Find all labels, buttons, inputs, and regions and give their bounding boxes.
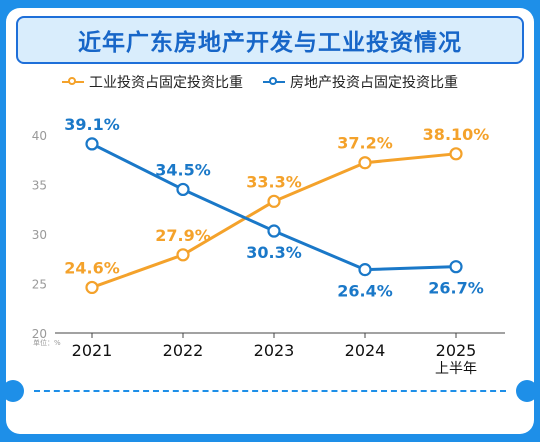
data-label: 39.1% (64, 115, 120, 134)
data-label: 34.5% (155, 160, 211, 179)
x-tick-label: 2022 (163, 341, 204, 360)
y-tick-label: 20 (32, 327, 47, 341)
data-point (267, 224, 281, 238)
data-label: 27.9% (155, 226, 211, 245)
x-tick-label: 2021 (72, 341, 113, 360)
data-point (358, 263, 372, 277)
legend: 工业投资占固定投资比重 房地产投资占固定投资比重 (62, 72, 458, 92)
unit-label: 单位：% (33, 338, 61, 347)
chart-title: 近年广东房地产开发与工业投资情况 (16, 16, 524, 64)
data-label: 38.10% (423, 125, 490, 144)
x-tick-label: 2023 (254, 341, 295, 360)
data-point (449, 147, 463, 161)
data-label: 26.7% (428, 279, 484, 298)
data-point (85, 137, 99, 151)
x-tick-label: 2024 (345, 341, 386, 360)
y-tick-label: 40 (32, 129, 47, 143)
data-point (85, 280, 99, 295)
y-tick-label: 30 (32, 228, 47, 242)
data-label: 30.3% (246, 243, 302, 262)
data-label: 24.6% (64, 258, 120, 277)
data-point (267, 194, 281, 208)
x-tick-sublabel: 上半年 (435, 361, 477, 377)
data-label: 26.4% (337, 282, 393, 301)
dashed-divider (34, 390, 506, 392)
x-tick-label: 2025 (436, 341, 477, 360)
ticket-notch-left (2, 380, 24, 402)
data-label: 37.2% (337, 134, 393, 153)
ticket-notch-right (516, 380, 538, 402)
legend-label-industrial: 工业投资占固定投资比重 (89, 75, 243, 91)
legend-marker-industrial (62, 76, 84, 88)
legend-label-realestate: 房地产投资占固定投资比重 (290, 75, 458, 91)
legend-item-industrial: 工业投资占固定投资比重 (62, 72, 243, 92)
data-point (358, 156, 372, 170)
chart-card: 近年广东房地产开发与工业投资情况 工业投资占固定投资比重 房地产投资占固定投资比… (2, 8, 538, 434)
data-label: 33.3% (246, 172, 302, 191)
y-tick-label: 35 (32, 179, 47, 193)
legend-marker-realestate (263, 76, 285, 88)
legend-item-realestate: 房地产投资占固定投资比重 (263, 72, 458, 92)
data-point (176, 248, 190, 262)
y-tick-label: 25 (32, 278, 47, 292)
data-point (176, 182, 190, 197)
data-point (449, 260, 463, 274)
